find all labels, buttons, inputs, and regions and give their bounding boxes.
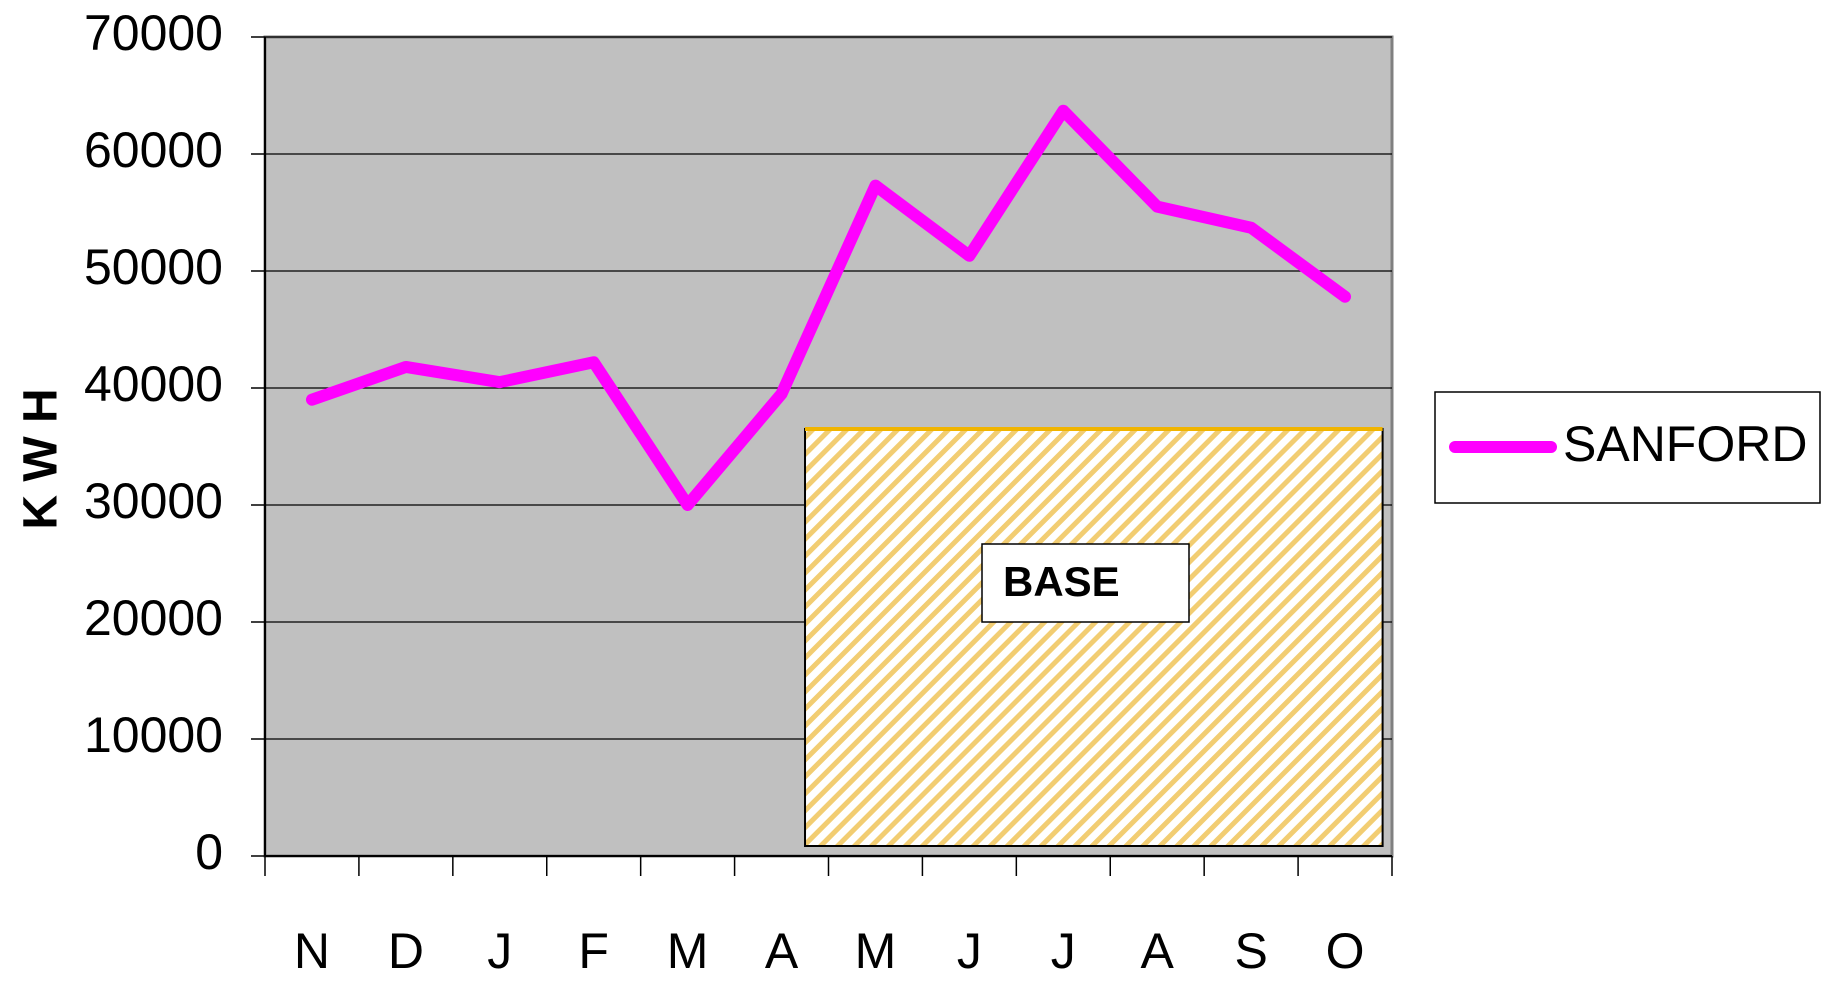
x-tick-label: O: [1326, 923, 1365, 979]
y-tick-label: 10000: [84, 707, 223, 763]
y-tick-label: 40000: [84, 356, 223, 412]
x-tick-label: J: [487, 923, 512, 979]
y-tick-label: 20000: [84, 590, 223, 646]
x-tick-label: A: [765, 923, 799, 979]
y-axis-label: K W H: [15, 388, 68, 529]
x-tick-label: S: [1234, 923, 1267, 979]
x-tick-label: J: [1051, 923, 1076, 979]
x-tick-label: D: [388, 923, 424, 979]
x-tick-label: A: [1141, 923, 1175, 979]
x-tick-label: F: [578, 923, 609, 979]
y-tick-label: 60000: [84, 122, 223, 178]
x-tick-label: M: [667, 923, 709, 979]
x-tick-label: M: [855, 923, 897, 979]
legend-label: SANFORD: [1563, 416, 1807, 472]
x-tick-label: J: [957, 923, 982, 979]
data-line: [305, 104, 1352, 511]
y-tick-label: 0: [195, 824, 223, 880]
base-label: BASE: [1003, 558, 1120, 605]
x-tick-label: N: [294, 923, 330, 979]
base-area: [804, 427, 1384, 847]
y-tick-label: 70000: [84, 5, 223, 61]
base-label-box: [981, 543, 1190, 623]
y-tick-label: 50000: [84, 239, 223, 295]
y-tick-label: 30000: [84, 473, 223, 529]
